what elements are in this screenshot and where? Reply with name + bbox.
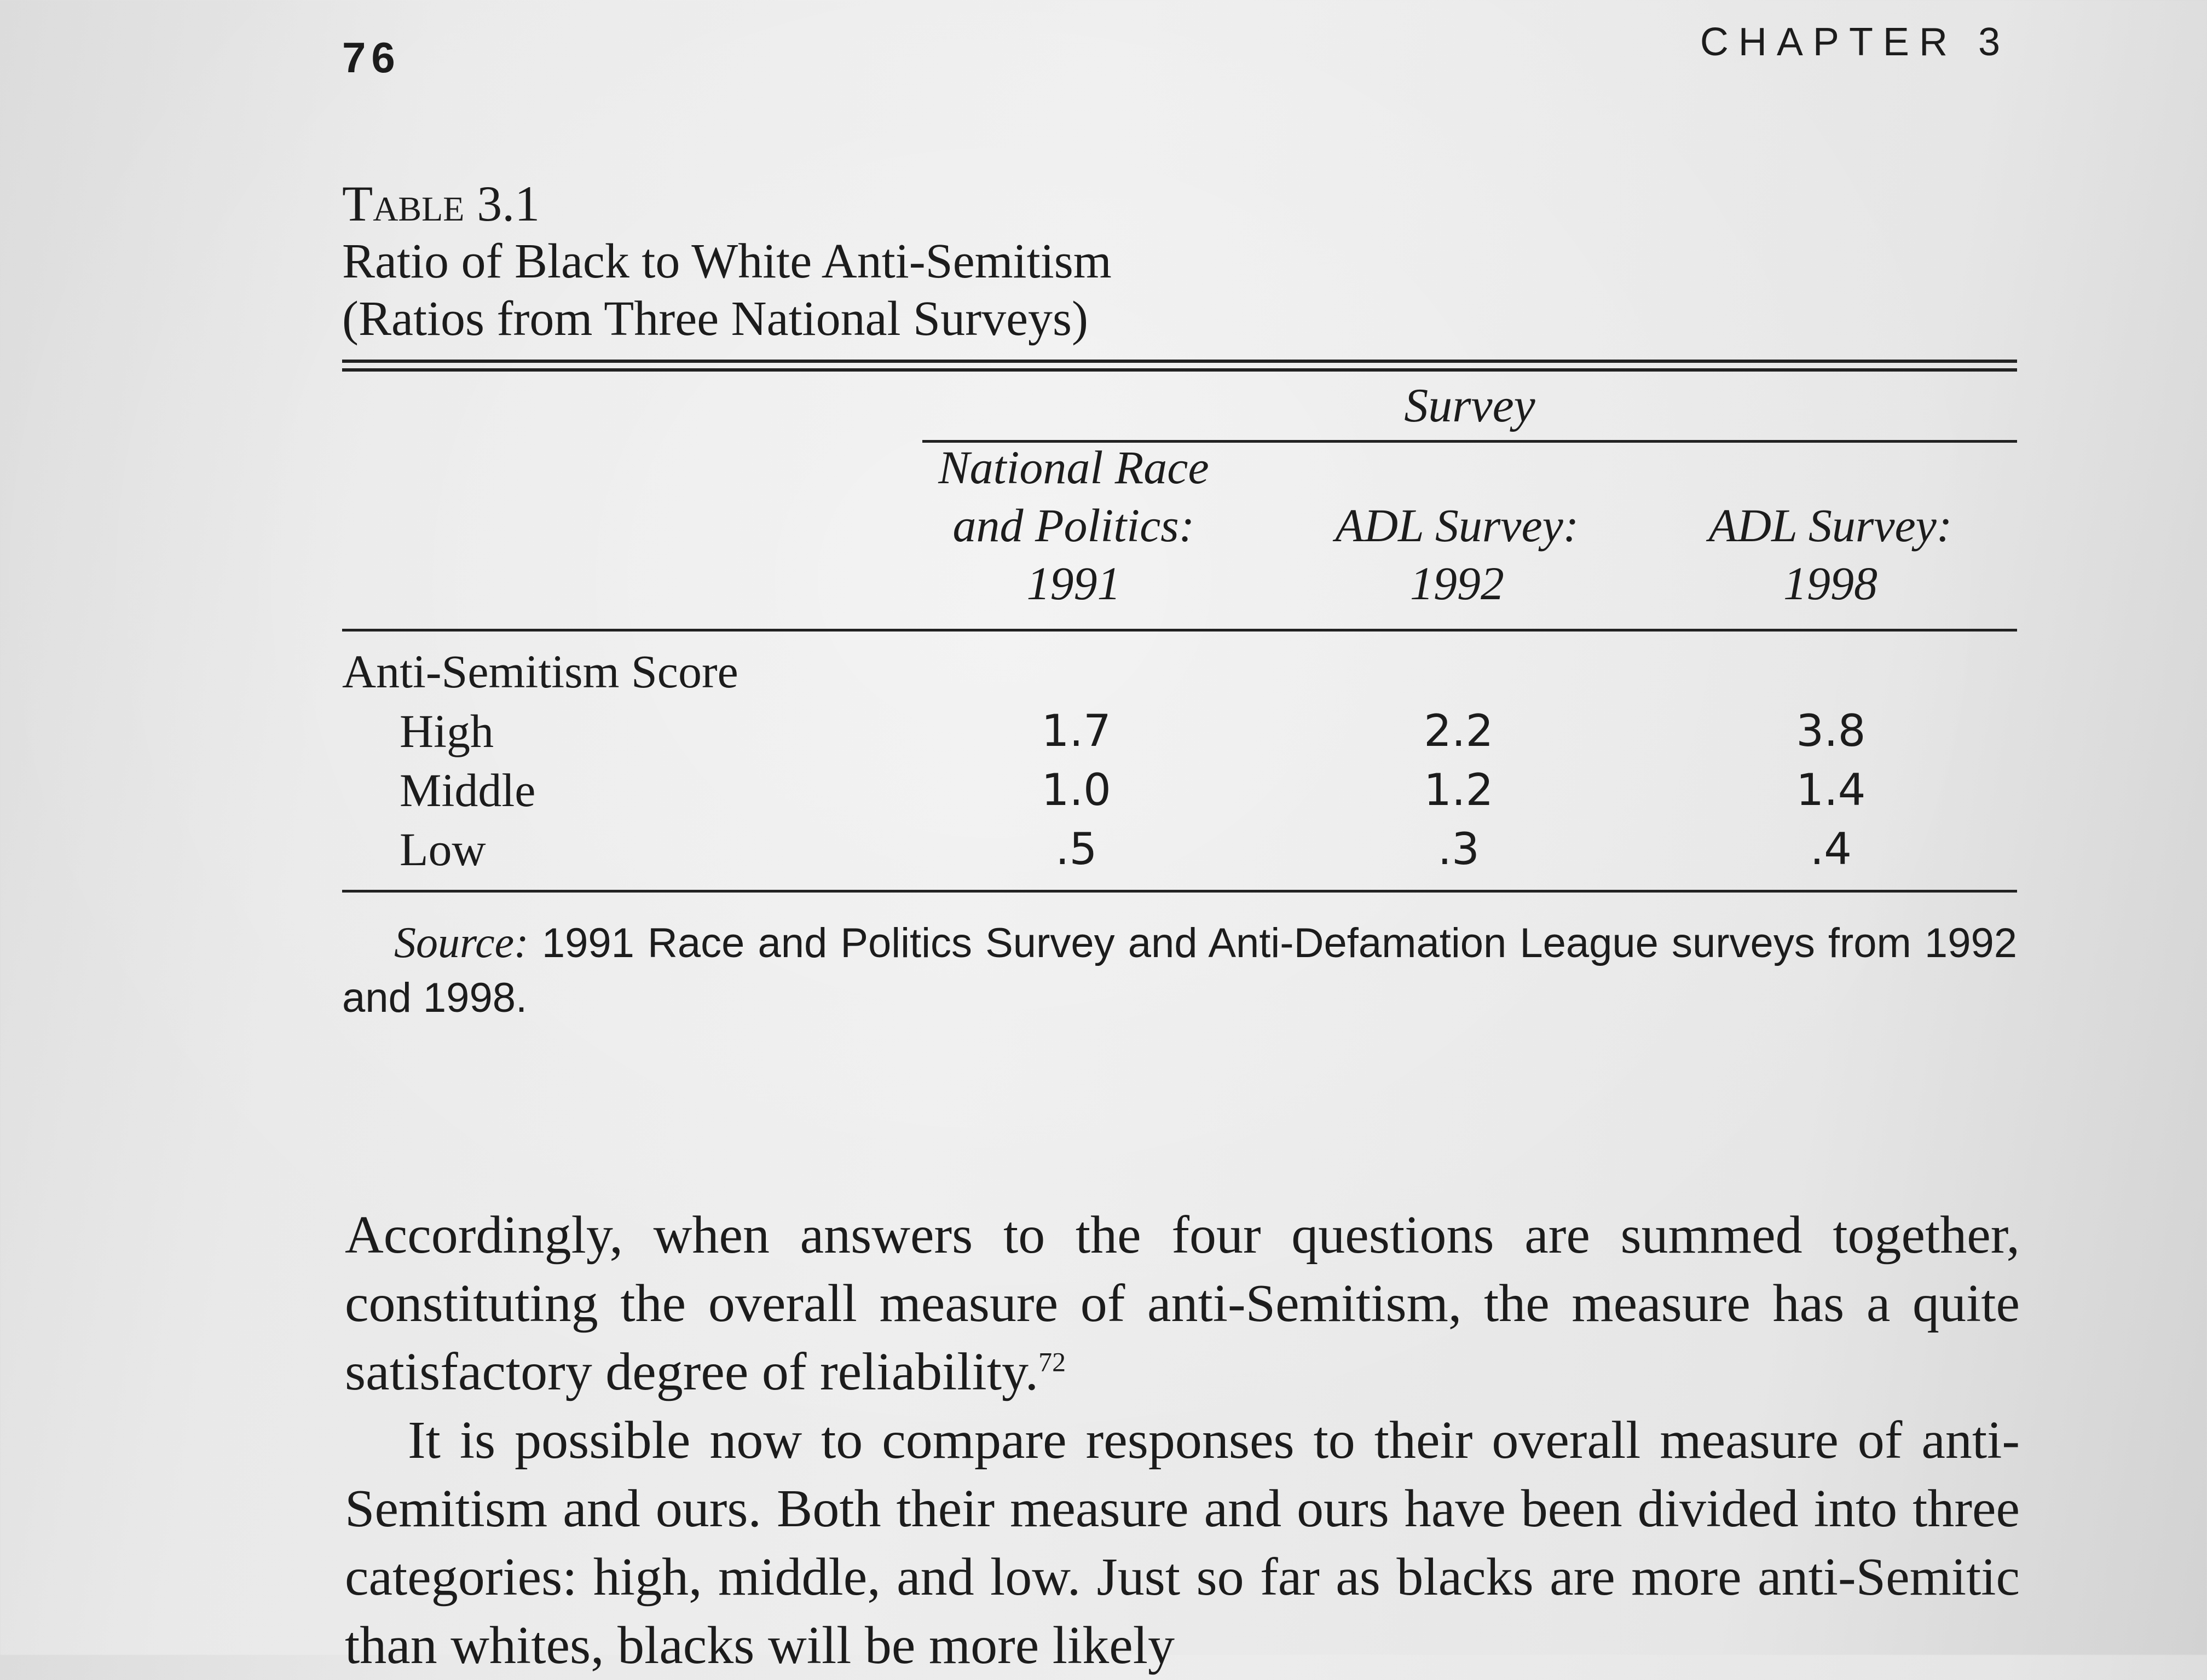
paragraph: It is possible now to compare responses … (345, 1411, 2020, 1675)
row-label: High (400, 705, 494, 757)
table-cell: 2.2 (1424, 705, 1494, 756)
source-text: 1991 Race and Politics Survey and Anti-D… (342, 920, 2017, 1021)
page-number: 76 (342, 33, 401, 82)
table-cell: 1.4 (1796, 764, 1866, 815)
table-cell: 1.0 (1041, 764, 1111, 815)
column-header-line: National Race (938, 441, 1209, 494)
row-label: Middle (400, 764, 536, 816)
table-bottom-rule (342, 890, 2017, 893)
column-header-1998: ADL Survey: 1998 (1644, 496, 2017, 629)
table-cell: .3 (1437, 824, 1480, 874)
table-row: High 1.7 2.2 3.8 (342, 702, 2017, 761)
body-text: Accordingly, when answers to the four qu… (345, 1201, 2020, 1680)
table-cell: .5 (1055, 824, 1097, 874)
column-header-1992: ADL Survey: 1992 (1270, 496, 1644, 629)
table-top-double-rule (342, 360, 2017, 372)
table-cell: 1.2 (1424, 764, 1494, 815)
table-cell: 3.8 (1796, 705, 1866, 756)
survey-spanner-rule (922, 440, 2017, 443)
column-header-stub (342, 443, 877, 629)
running-head: CHAPTER 3 (1700, 20, 2010, 64)
paragraph: Accordingly, when answers to the four qu… (345, 1201, 2020, 1406)
table-label: Table 3.1 (342, 176, 540, 231)
footnote-marker: 72 (1038, 1346, 1066, 1377)
survey-spanner-heading: Survey (1404, 379, 1535, 432)
column-header-line: ADL Survey: (1335, 499, 1579, 552)
table-row: Low .5 .3 .4 (342, 820, 2017, 879)
row-label: Low (400, 823, 486, 876)
table-cell: 1.7 (1041, 705, 1111, 756)
row-group-label: Anti-Semitism Score (342, 645, 738, 698)
header-bottom-rule (342, 629, 2017, 632)
column-header-line: and Politics: (952, 499, 1195, 552)
paragraph-text: Accordingly, when answers to the four qu… (345, 1206, 2020, 1401)
source-label: Source: (394, 919, 529, 967)
column-header-line: 1998 (1783, 557, 1877, 610)
column-headers: National Race and Politics: 1991 ADL Sur… (342, 441, 2017, 629)
table-source-note: Source: 1991 Race and Politics Survey an… (342, 916, 2017, 1026)
table-title-line2: (Ratios from Three National Surveys) (342, 292, 1089, 346)
table-row: Middle 1.0 1.2 1.4 (342, 761, 2017, 820)
column-header-line: ADL Survey: (1708, 499, 1952, 552)
column-header-1991: National Race and Politics: 1991 (877, 438, 1270, 629)
table-title-line1: Ratio of Black to White Anti-Semitism (342, 234, 1112, 288)
table-cell: .4 (1810, 824, 1852, 874)
column-header-line: 1992 (1409, 557, 1504, 610)
table-3-1: Table 3.1 Ratio of Black to White Anti-S… (342, 175, 2017, 1026)
column-header-line: 1991 (1026, 557, 1121, 610)
